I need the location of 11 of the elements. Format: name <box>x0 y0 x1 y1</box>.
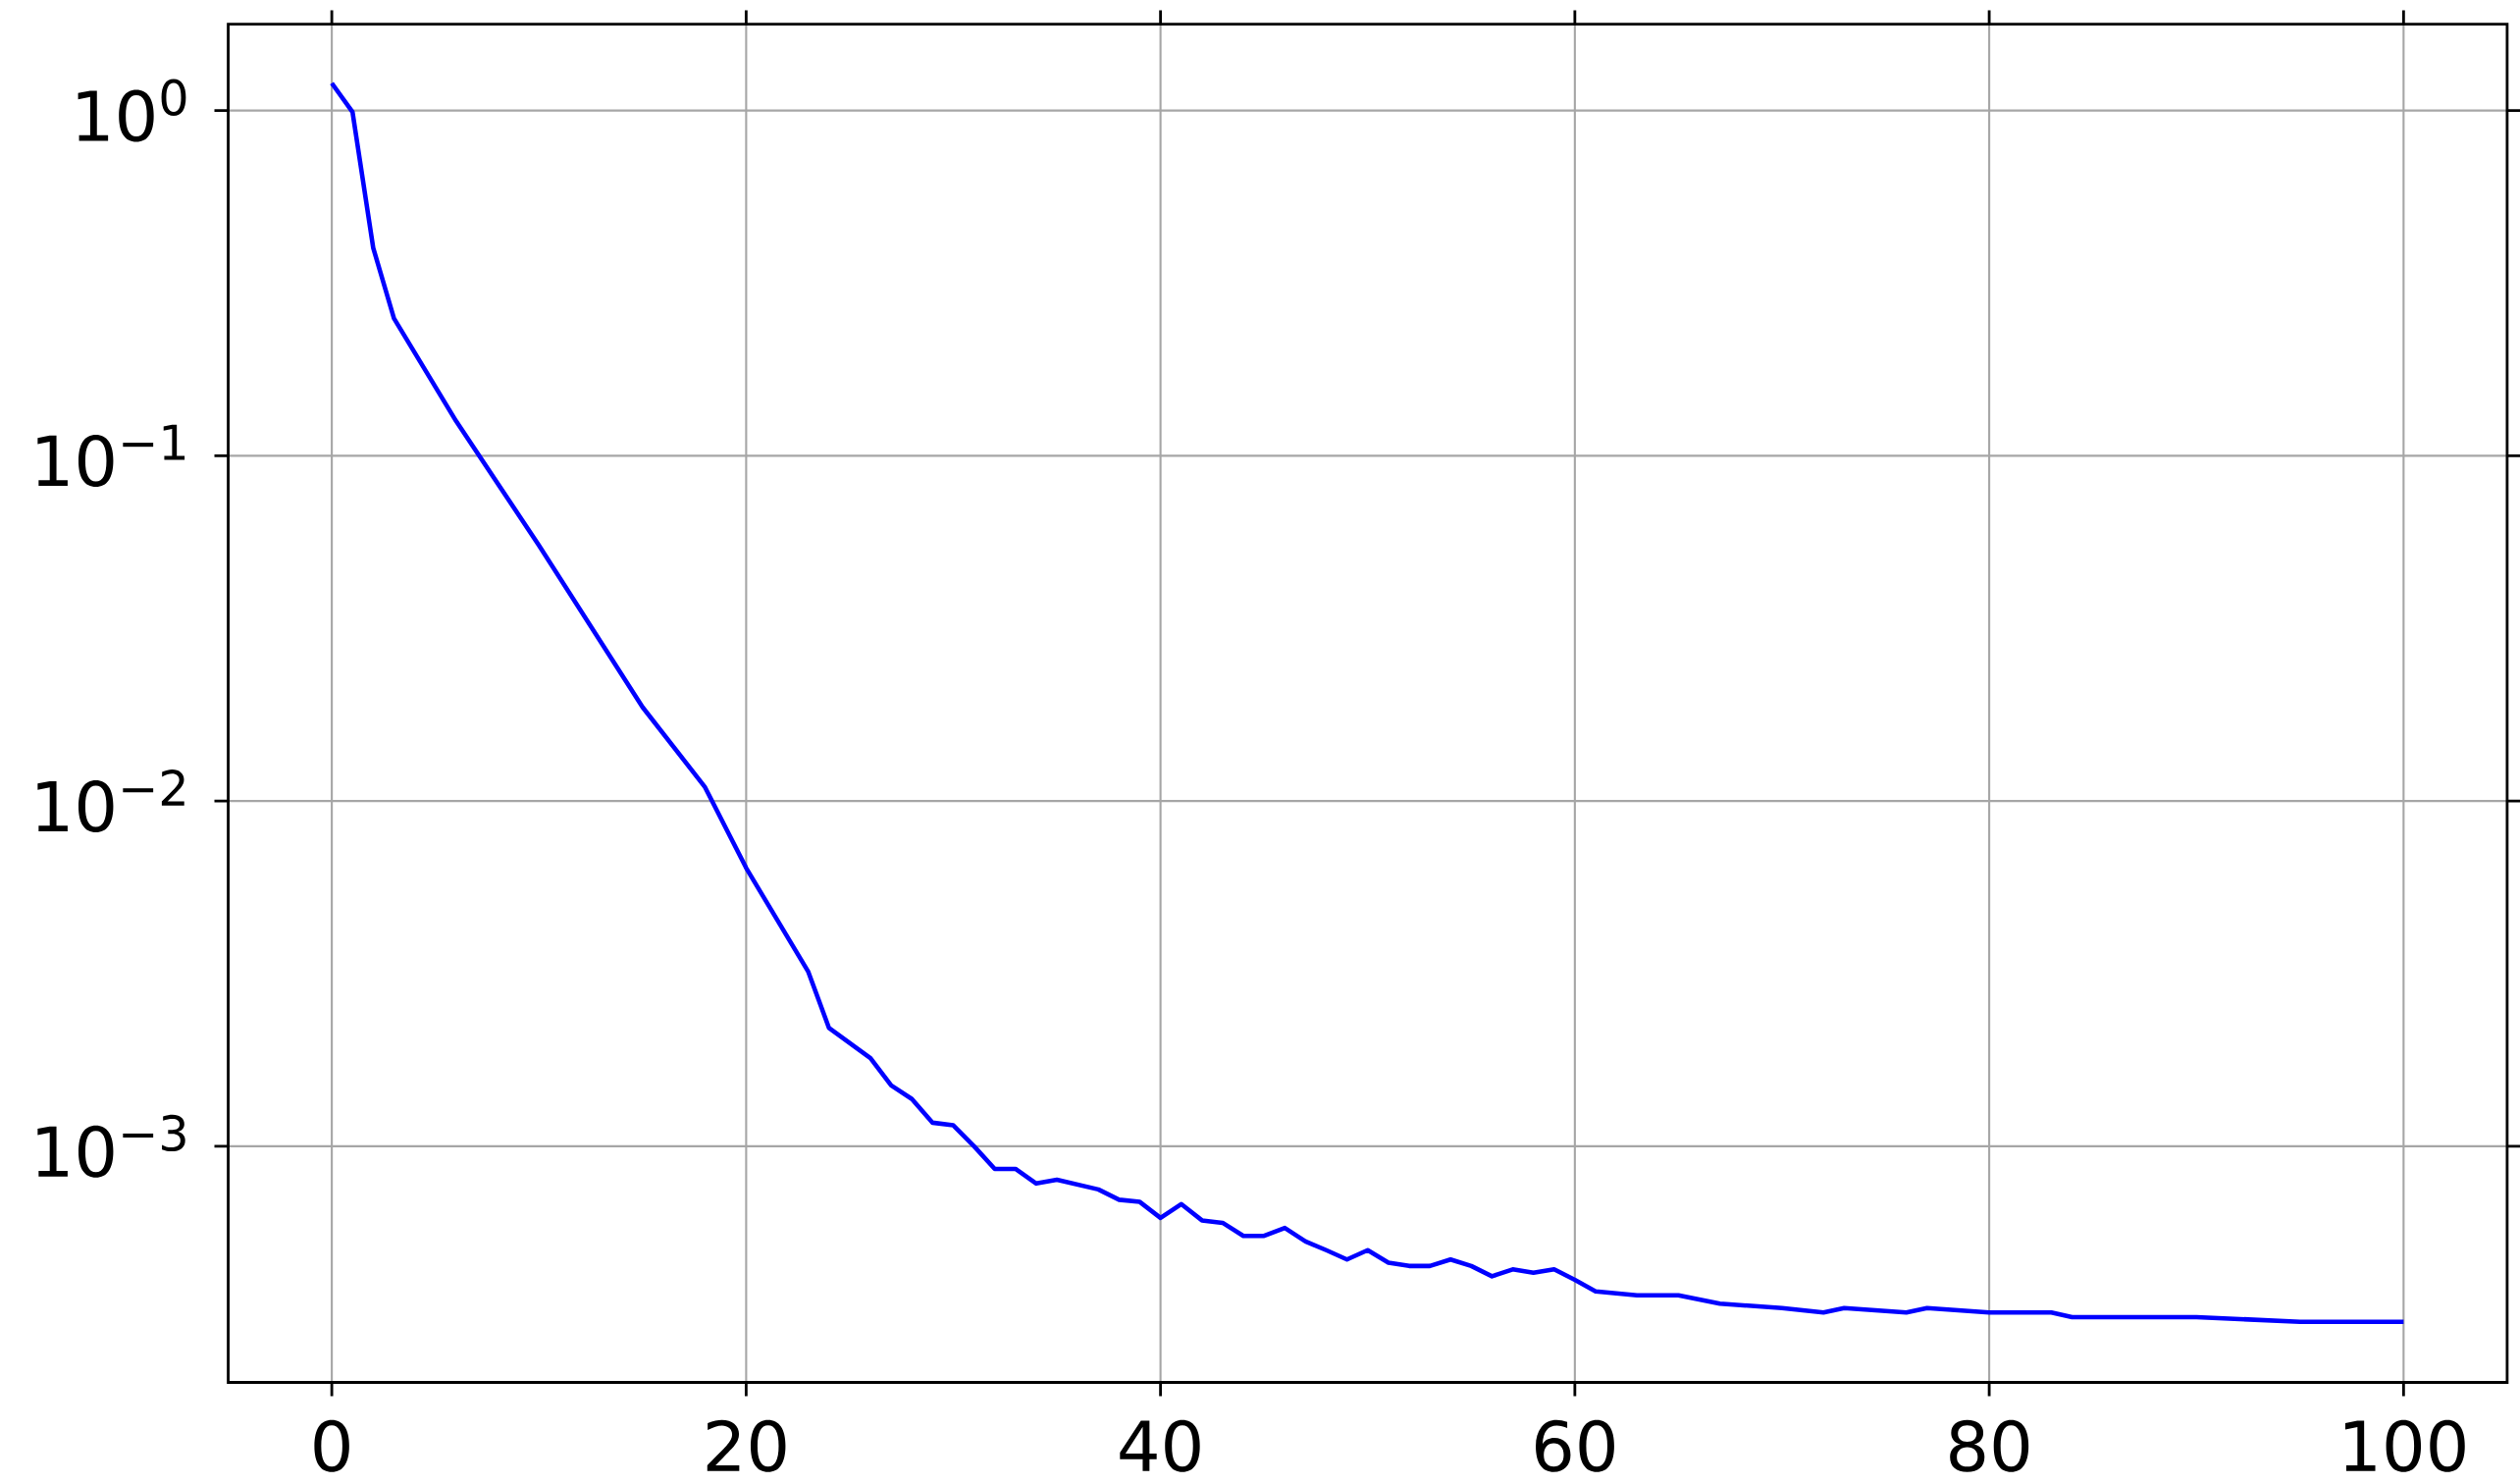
y-tick-label: 10$^{−2}$ <box>37 769 184 833</box>
x-tick-label: 40 <box>1120 1419 1200 1472</box>
x-tick-label: 80 <box>1950 1419 2029 1472</box>
x-tick-label: 0 <box>314 1419 349 1472</box>
y-tick-label: 10$^{0}$ <box>78 79 186 142</box>
y-tick-label: 10$^{−1}$ <box>37 424 185 488</box>
x-tick-label: 20 <box>707 1419 786 1472</box>
y-tick-label: 10$^{−3}$ <box>37 1115 185 1179</box>
x-tick-label: 60 <box>1536 1419 1614 1472</box>
line-series <box>329 80 2406 1325</box>
x-tick-label: 100 <box>2344 1419 2465 1472</box>
